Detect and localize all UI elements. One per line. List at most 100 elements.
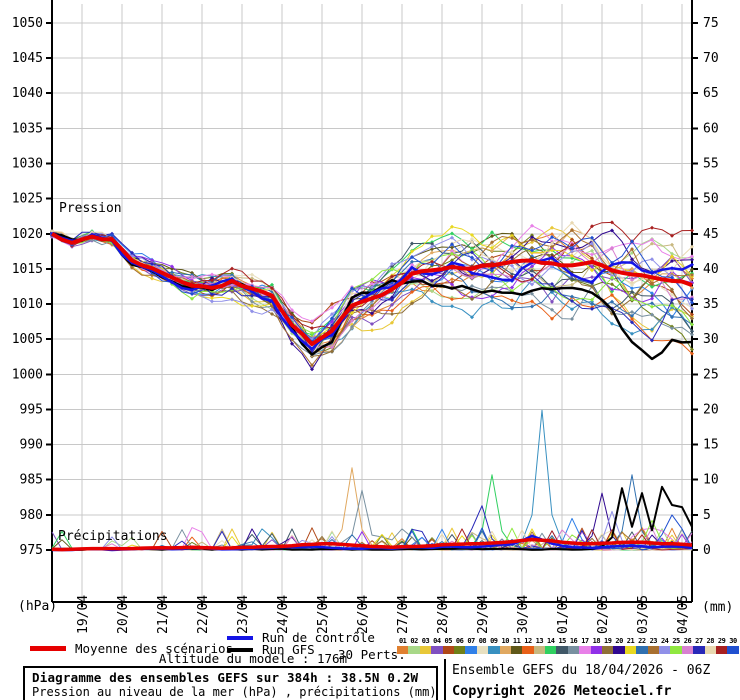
member-swatch-28: 28 — [704, 637, 716, 654]
legend-control: Run de contrôle — [227, 630, 375, 645]
member-number-16: 16 — [569, 637, 578, 645]
svg-text:70: 70 — [703, 51, 719, 66]
member-color-24 — [658, 646, 671, 654]
mean-line-swatch — [30, 646, 66, 651]
member-color-01 — [397, 646, 409, 654]
gfs-line-swatch — [227, 647, 253, 652]
member-swatch-16: 16 — [567, 637, 580, 654]
member-swatch-29: 29 — [715, 637, 728, 654]
member-swatch-08: 08 — [476, 638, 489, 654]
member-color-26 — [681, 646, 694, 654]
member-number-12: 12 — [524, 637, 532, 645]
member-swatch-15: 15 — [556, 637, 568, 654]
svg-text:40: 40 — [703, 262, 719, 277]
member-swatch-04: 04 — [431, 637, 443, 654]
member-number-21: 21 — [626, 637, 635, 645]
svg-text:1045: 1045 — [12, 51, 43, 66]
member-swatch-23: 23 — [647, 637, 659, 654]
svg-text:1040: 1040 — [12, 86, 43, 101]
svg-text:20: 20 — [703, 402, 719, 417]
member-swatch-14: 14 — [545, 638, 557, 654]
tick-labels: 1050104510401035103010251020101510101005… — [12, 16, 719, 634]
member-number-17: 17 — [581, 637, 589, 645]
member-color-07 — [465, 646, 477, 654]
member-color-04 — [431, 646, 443, 654]
member-swatch-27: 27 — [693, 637, 705, 654]
member-color-02 — [408, 646, 420, 654]
svg-text:990: 990 — [20, 438, 43, 453]
member-number-26: 26 — [683, 637, 692, 645]
pressure-section-label: Pression — [59, 201, 122, 216]
svg-text:1010: 1010 — [12, 297, 43, 312]
svg-text:30/04: 30/04 — [516, 595, 531, 634]
member-swatch-09: 09 — [488, 638, 500, 654]
member-swatch-18: 18 — [590, 637, 603, 654]
svg-text:1050: 1050 — [12, 16, 43, 31]
right-axis-unit: (mm) — [702, 600, 734, 615]
member-swatch-17: 17 — [579, 637, 591, 654]
svg-text:55: 55 — [703, 157, 719, 172]
member-number-02: 02 — [410, 637, 418, 645]
member-number-27: 27 — [695, 637, 703, 645]
svg-text:45: 45 — [703, 227, 719, 242]
member-swatch-01: 01 — [397, 638, 409, 654]
member-number-10: 10 — [501, 637, 509, 645]
svg-text:03/05: 03/05 — [636, 595, 651, 634]
member-swatch-02: 02 — [408, 637, 420, 654]
member-number-03: 03 — [421, 637, 430, 645]
perts-label: 30 Perts. — [338, 647, 406, 662]
member-number-15: 15 — [558, 637, 566, 645]
member-number-24: 24 — [660, 637, 669, 645]
precip-section-label: Précipitations — [58, 529, 168, 544]
copyright: Copyright 2026 Meteociel.fr — [452, 683, 672, 699]
member-number-23: 23 — [649, 637, 658, 645]
member-swatch-26: 26 — [681, 637, 694, 654]
member-color-06 — [453, 646, 466, 654]
svg-text:985: 985 — [20, 473, 43, 488]
member-swatch-30: 30 — [727, 638, 739, 654]
member-color-23 — [647, 646, 659, 654]
mean-precip-line — [51, 537, 693, 552]
member-swatch-22: 22 — [636, 638, 648, 654]
member-color-18 — [590, 646, 603, 654]
member-number-18: 18 — [592, 637, 601, 645]
member-color-29 — [715, 646, 728, 654]
svg-text:10: 10 — [703, 473, 719, 488]
member-color-14 — [545, 646, 557, 654]
member-number-04: 04 — [433, 637, 441, 645]
svg-text:65: 65 — [703, 86, 719, 101]
member-swatch-06: 06 — [453, 637, 466, 654]
member-color-17 — [579, 646, 591, 654]
member-color-10 — [499, 646, 511, 654]
member-color-21 — [624, 646, 637, 654]
svg-text:0: 0 — [703, 543, 711, 558]
member-color-03 — [419, 646, 432, 654]
member-swatch-07: 07 — [465, 638, 477, 654]
member-swatch-24: 24 — [658, 637, 671, 654]
footer-box: Diagramme des ensembles GEFS sur 384h : … — [23, 666, 438, 700]
legend-control-label: Run de contrôle — [262, 630, 375, 645]
member-number-05: 05 — [444, 637, 453, 645]
svg-text:1020: 1020 — [12, 227, 43, 242]
svg-text:25/04: 25/04 — [316, 595, 331, 634]
member-color-19 — [602, 646, 614, 654]
svg-text:1005: 1005 — [12, 332, 43, 347]
member-swatch-05: 05 — [442, 637, 454, 654]
member-number-06: 06 — [455, 637, 464, 645]
main-series — [50, 231, 694, 552]
member-number-19: 19 — [604, 637, 612, 645]
member-color-28 — [704, 646, 716, 654]
mean-pressure-line — [50, 232, 693, 347]
svg-text:02/05: 02/05 — [596, 595, 611, 634]
member-swatch-10: 10 — [499, 637, 511, 654]
svg-text:1035: 1035 — [12, 121, 43, 136]
member-color-27 — [693, 646, 705, 654]
svg-text:1015: 1015 — [12, 262, 43, 277]
member-number-28: 28 — [706, 637, 715, 645]
member-color-09 — [488, 646, 500, 654]
member-color-11 — [510, 646, 523, 654]
legend-gfs: Run GFS — [227, 642, 315, 657]
svg-text:60: 60 — [703, 121, 719, 136]
member-number-29: 29 — [717, 637, 726, 645]
member-color-25 — [670, 646, 682, 654]
